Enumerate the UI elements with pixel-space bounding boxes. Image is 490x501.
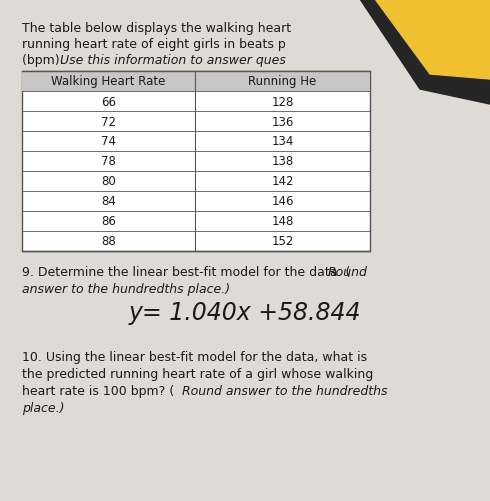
- Text: the predicted running heart rate of a girl whose walking: the predicted running heart rate of a gi…: [22, 367, 373, 380]
- Text: 88: 88: [101, 235, 116, 248]
- Text: The table below displays the walking heart: The table below displays the walking hea…: [22, 22, 295, 35]
- Text: place.): place.): [22, 401, 65, 414]
- Text: answer to the hundredths place.): answer to the hundredths place.): [22, 283, 230, 296]
- Polygon shape: [355, 0, 490, 105]
- Text: Use this information to answer ques: Use this information to answer ques: [60, 54, 286, 67]
- Text: 142: 142: [271, 175, 294, 188]
- Text: 9. Determine the linear best-fit model for the data. (: 9. Determine the linear best-fit model f…: [22, 266, 350, 279]
- Text: Round answer to the hundredths: Round answer to the hundredths: [182, 384, 388, 397]
- Text: 72: 72: [101, 115, 116, 128]
- Text: 148: 148: [271, 215, 294, 228]
- Text: 74: 74: [101, 135, 116, 148]
- Text: 78: 78: [101, 155, 116, 168]
- Text: 152: 152: [271, 235, 294, 248]
- Text: 146: 146: [271, 195, 294, 208]
- Text: 80: 80: [101, 175, 116, 188]
- Text: Walking Heart Rate: Walking Heart Rate: [51, 75, 166, 88]
- Text: 128: 128: [271, 95, 294, 108]
- Text: 84: 84: [101, 195, 116, 208]
- Text: 66: 66: [101, 95, 116, 108]
- Text: 86: 86: [101, 215, 116, 228]
- Text: running heart rate of eight girls in beats p: running heart rate of eight girls in bea…: [22, 38, 286, 51]
- Text: 10. Using the linear best-fit model for the data, what is: 10. Using the linear best-fit model for …: [22, 350, 367, 363]
- Text: 134: 134: [271, 135, 294, 148]
- Text: 138: 138: [271, 155, 294, 168]
- Bar: [22, 72, 370, 92]
- Text: Round: Round: [328, 266, 368, 279]
- Text: 136: 136: [271, 115, 294, 128]
- Polygon shape: [370, 0, 490, 80]
- Text: Running He: Running He: [248, 75, 317, 88]
- Text: heart rate is 100 bpm? (: heart rate is 100 bpm? (: [22, 384, 174, 397]
- Text: (bpm).: (bpm).: [22, 54, 68, 67]
- Text: y= 1.040x +58.844: y= 1.040x +58.844: [129, 301, 361, 324]
- Bar: [22, 72, 370, 252]
